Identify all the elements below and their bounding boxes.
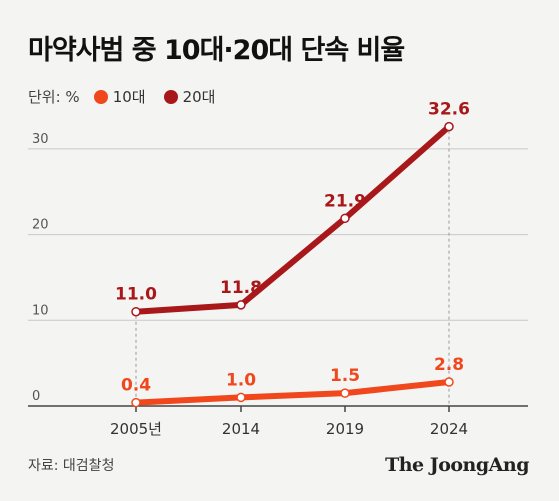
legend-label-teen: 10대 (112, 88, 146, 106)
x-tick-label: 2005년 (110, 420, 162, 438)
data-point (444, 377, 454, 387)
data-point (131, 306, 141, 317)
data-label: 11.0 (115, 285, 157, 305)
legend-label-twenties: 20대 (182, 88, 216, 106)
series-line-twenties (133, 123, 452, 315)
data-label: 2.8 (434, 355, 464, 375)
legend-marker-twenties (163, 89, 178, 104)
data-point (340, 213, 350, 224)
series-line-teen (133, 379, 452, 406)
data-point (444, 121, 454, 132)
data-label: 21.9 (324, 191, 366, 211)
brand-logo: The JoongAng (385, 454, 529, 476)
data-label: 11.8 (220, 278, 262, 298)
y-tick-label: 20 (32, 218, 49, 233)
x-tick-label: 2019 (326, 420, 364, 438)
y-tick-label: 10 (32, 303, 49, 318)
unit-label: 단위: % (28, 88, 80, 106)
data-label: 0.4 (121, 376, 151, 396)
data-point (131, 397, 141, 408)
data-point (236, 392, 246, 403)
x-tick-label: 2014 (222, 420, 260, 438)
y-tick-label: 0 (32, 389, 40, 404)
source-note: 자료: 대검찰청 (28, 458, 115, 474)
x-tick-label: 2024 (430, 420, 468, 438)
legend: 단위: % 10대 20대 (28, 86, 225, 107)
data-point (236, 300, 246, 310)
data-point (340, 388, 350, 398)
legend-item-twenties: 20대 (163, 86, 216, 107)
legend-marker-teen (93, 89, 108, 104)
y-tick-label: 30 (32, 132, 49, 147)
data-label: 1.5 (330, 366, 360, 386)
legend-item-teen: 10대 (93, 86, 146, 107)
chart-title: 마약사범 중 10대·20대 단속 비율 (28, 35, 405, 66)
data-label: 1.0 (226, 370, 256, 390)
data-label: 32.6 (428, 100, 470, 120)
